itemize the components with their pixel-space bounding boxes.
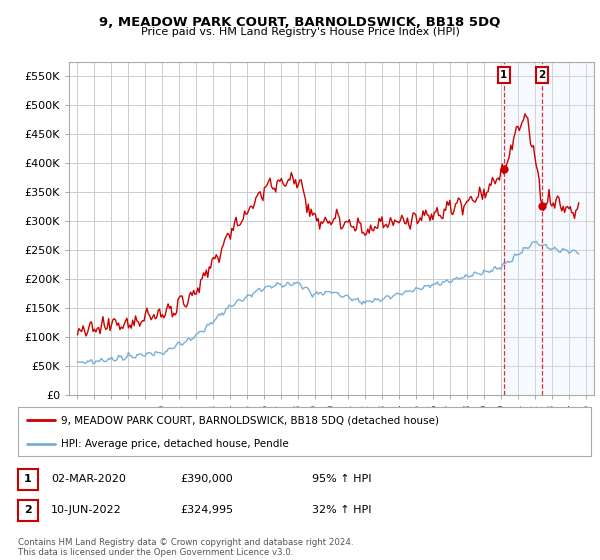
Text: 1: 1 xyxy=(24,474,32,484)
Text: 2: 2 xyxy=(24,505,32,515)
Text: £390,000: £390,000 xyxy=(180,474,233,484)
Text: 2: 2 xyxy=(539,70,546,80)
Text: Price paid vs. HM Land Registry's House Price Index (HPI): Price paid vs. HM Land Registry's House … xyxy=(140,27,460,38)
Text: 9, MEADOW PARK COURT, BARNOLDSWICK, BB18 5DQ: 9, MEADOW PARK COURT, BARNOLDSWICK, BB18… xyxy=(100,16,500,29)
Text: 32% ↑ HPI: 32% ↑ HPI xyxy=(312,505,371,515)
Text: 10-JUN-2022: 10-JUN-2022 xyxy=(51,505,122,515)
Text: Contains HM Land Registry data © Crown copyright and database right 2024.
This d: Contains HM Land Registry data © Crown c… xyxy=(18,538,353,557)
Text: HPI: Average price, detached house, Pendle: HPI: Average price, detached house, Pend… xyxy=(61,439,289,449)
Text: 02-MAR-2020: 02-MAR-2020 xyxy=(51,474,126,484)
Text: 1: 1 xyxy=(500,70,508,80)
Text: 9, MEADOW PARK COURT, BARNOLDSWICK, BB18 5DQ (detached house): 9, MEADOW PARK COURT, BARNOLDSWICK, BB18… xyxy=(61,416,439,426)
Bar xyxy=(504,62,594,395)
Text: 95% ↑ HPI: 95% ↑ HPI xyxy=(312,474,371,484)
Text: £324,995: £324,995 xyxy=(180,505,233,515)
